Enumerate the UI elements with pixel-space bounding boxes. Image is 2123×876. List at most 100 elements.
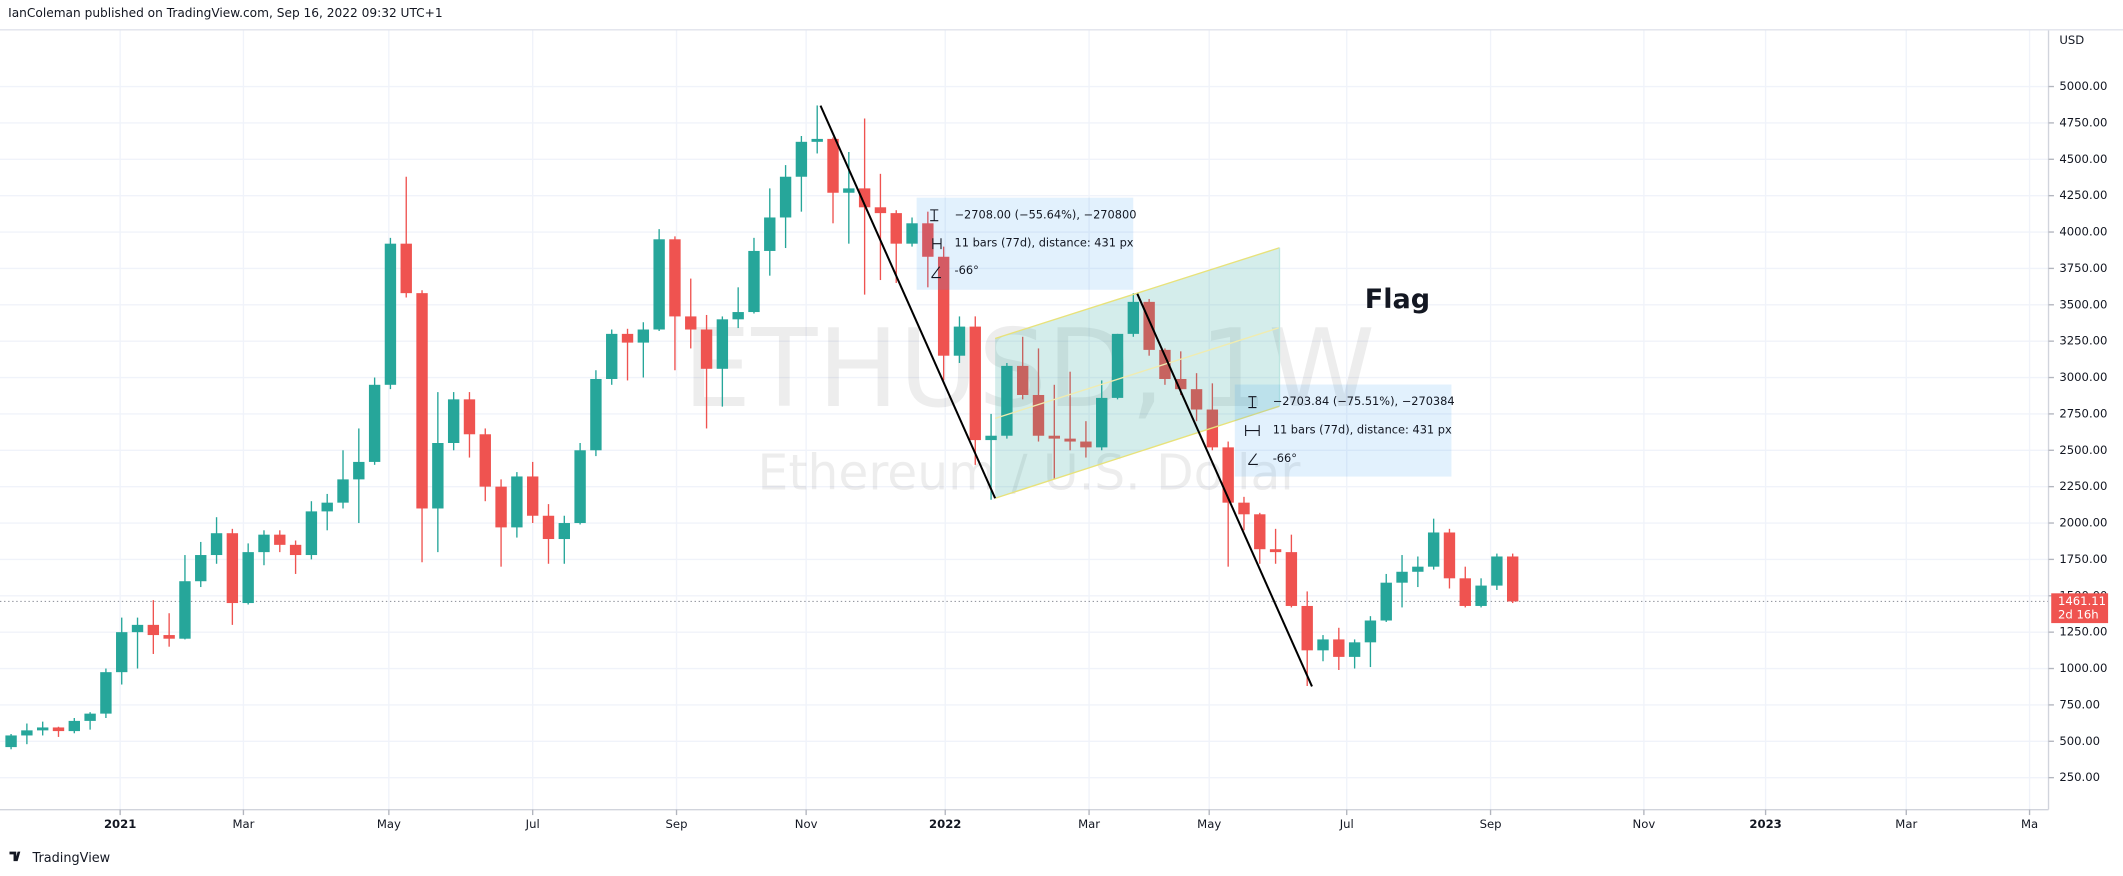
candle-body <box>416 293 428 509</box>
candle-body <box>1096 397 1108 448</box>
header: IanColeman published on TradingView.com,… <box>8 6 443 20</box>
candle-body <box>353 461 365 480</box>
candle-body <box>1285 552 1298 606</box>
candle-body <box>1064 438 1076 442</box>
candle-body <box>1222 447 1234 503</box>
channel-mid <box>994 327 1280 420</box>
y-tick-label: 4000.00 <box>2059 225 2107 239</box>
y-tick-label: 500.00 <box>2059 734 2100 748</box>
last-price-label: 1461.11 <box>2058 594 2106 608</box>
measure-icon <box>1245 425 1260 436</box>
candle-body <box>226 533 239 604</box>
candle-body <box>242 552 254 604</box>
description-watermark: Ethereum / U.S. Dollar <box>758 446 1302 502</box>
measure-angle: -66° <box>955 263 979 277</box>
candle-body <box>5 735 17 748</box>
measure-price: −2708.00 (−55.64%), −270800 <box>955 207 1137 221</box>
candle-body <box>1427 532 1440 567</box>
candle-body <box>1175 378 1187 390</box>
candle-body <box>36 727 49 731</box>
trend-line <box>819 105 997 499</box>
candle-body <box>732 312 744 320</box>
x-tick-label: May <box>1197 817 1221 831</box>
measure-box: −2703.84 (−75.51%), −270384 11 bars (77d… <box>1234 384 1455 477</box>
measure-icon <box>1248 396 1257 409</box>
candle-body <box>574 450 586 524</box>
candle-body <box>1048 435 1060 439</box>
candle-body <box>131 624 144 633</box>
y-tick-label: 1750.00 <box>2059 552 2107 566</box>
y-tick-label: 5000.00 <box>2059 79 2107 93</box>
x-tick-label: May <box>377 817 401 831</box>
x-tick-label: Sep <box>1480 817 1502 831</box>
candle-body <box>1001 365 1013 436</box>
candle-body <box>1348 642 1361 657</box>
measure-bg <box>916 197 1134 290</box>
measure-bars: 11 bars (77d), distance: 431 px <box>1273 423 1452 437</box>
candle-body <box>447 399 460 444</box>
y-tick-label: 4500.00 <box>2059 152 2107 166</box>
candle-body <box>1111 333 1124 398</box>
candle-body <box>621 333 634 343</box>
candle-body <box>368 384 381 462</box>
x-tick-label: Nov <box>795 817 818 831</box>
x-tick-label: Mar <box>1078 817 1100 831</box>
y-tick-label: 750.00 <box>2059 697 2100 711</box>
y-tick-label: 3500.00 <box>2059 297 2107 311</box>
candle-body <box>542 515 555 540</box>
candle-body <box>1190 389 1203 410</box>
measure-icon <box>932 238 942 250</box>
x-tick-label: Mar <box>232 817 254 831</box>
candle-body <box>21 730 33 736</box>
candle-body <box>985 435 997 441</box>
countdown-label: 2d 16h <box>2058 607 2099 621</box>
candle-body <box>68 720 80 732</box>
candle-body <box>1269 549 1282 553</box>
candle-body <box>764 217 776 251</box>
candle-body <box>1143 301 1155 350</box>
measure-icon <box>931 266 941 279</box>
candle-body <box>147 624 160 636</box>
candle-body <box>558 523 570 540</box>
candle-body <box>858 188 871 208</box>
candle-body <box>1032 394 1045 436</box>
candle-body <box>953 326 966 356</box>
measure-icon <box>930 209 939 222</box>
candle-body <box>1412 566 1424 572</box>
candle-body <box>653 239 665 330</box>
x-tick-label: Sep <box>666 817 688 831</box>
candle-body <box>210 533 223 556</box>
measure-angle: -66° <box>1273 451 1297 465</box>
candle-body <box>685 316 697 330</box>
candle-body <box>1301 605 1313 651</box>
candle-body <box>1016 365 1029 395</box>
candle-body <box>305 511 318 556</box>
candle-body <box>1364 620 1377 643</box>
candle-body <box>495 486 507 528</box>
candle-body <box>700 329 713 369</box>
candle-body <box>52 727 65 732</box>
candle-body <box>1475 585 1487 606</box>
candle-body <box>1459 578 1471 606</box>
y-tick-label: 2000.00 <box>2059 516 2107 530</box>
candle-body <box>795 141 808 177</box>
candle-body <box>400 243 412 294</box>
candle-body <box>1254 514 1266 550</box>
candle-body <box>1238 502 1250 515</box>
candle-body <box>258 534 270 553</box>
channel-bottom <box>994 405 1280 499</box>
x-tick-label: 2022 <box>929 817 961 831</box>
candle-body <box>195 555 207 582</box>
candle-body <box>969 326 981 441</box>
x-tick-label: Ma <box>2021 817 2038 831</box>
measure-icon <box>1247 453 1258 465</box>
candle-body <box>1396 571 1408 583</box>
candle-body <box>84 713 96 721</box>
x-tick-label: Mar <box>1895 817 1917 831</box>
candle-body <box>606 333 618 379</box>
y-tick-label: 2750.00 <box>2059 406 2107 420</box>
symbol-watermark: ETHUSD, 1W <box>683 305 1375 432</box>
currency-label: USD <box>2059 33 2084 47</box>
y-tick-label: 2500.00 <box>2059 443 2107 457</box>
